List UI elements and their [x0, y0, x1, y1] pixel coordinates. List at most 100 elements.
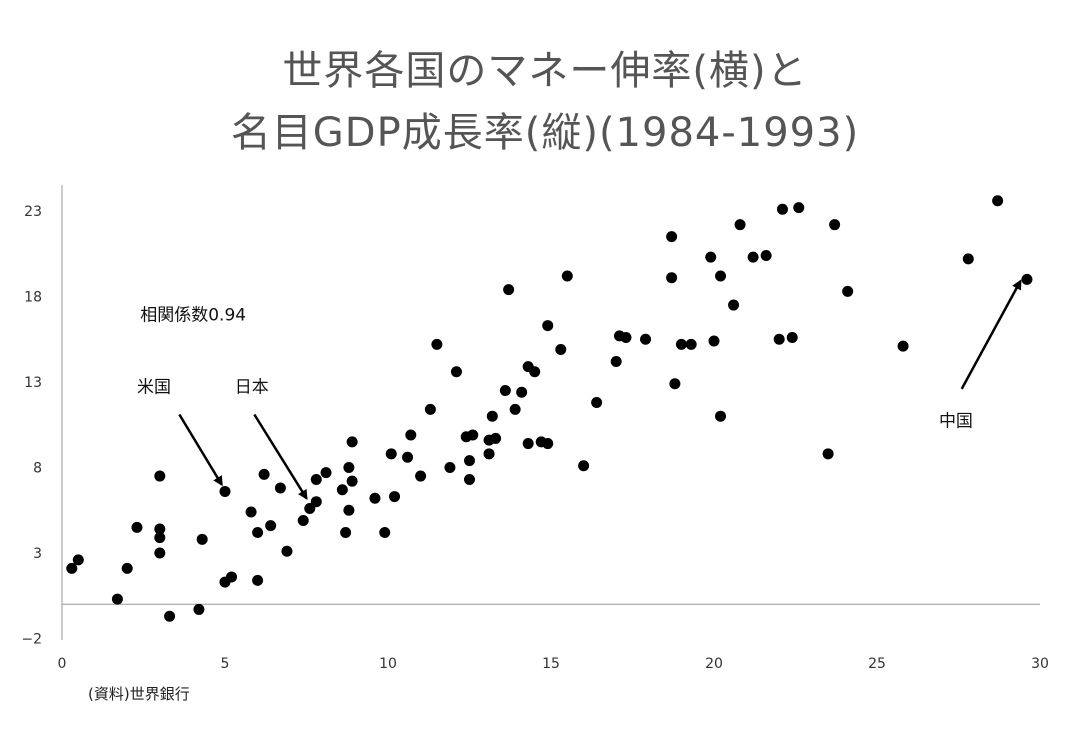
data-point — [734, 219, 746, 231]
data-point — [842, 285, 854, 297]
data-point — [486, 410, 498, 422]
correlation-label: 相関係数0.94 — [140, 305, 246, 325]
y-tick-label: 13 — [24, 375, 42, 391]
data-point — [483, 448, 495, 460]
annotation-label: 米国 — [137, 377, 171, 397]
chart-title-line-2: 名目GDP成長率(縦)(1984-1993) — [230, 110, 860, 156]
data-point — [685, 338, 697, 350]
data-point — [320, 467, 332, 479]
data-points — [66, 195, 1033, 622]
data-point — [522, 438, 534, 450]
data-point — [369, 492, 381, 504]
data-point — [72, 554, 84, 566]
x-tick-label: 25 — [868, 656, 886, 672]
data-point — [610, 355, 622, 367]
data-point — [591, 397, 603, 409]
data-point — [131, 521, 143, 533]
data-point — [405, 429, 417, 441]
data-point — [561, 270, 573, 282]
data-point — [336, 484, 348, 496]
data-point — [424, 403, 436, 415]
data-point — [747, 251, 759, 263]
data-point — [516, 386, 528, 398]
data-point — [219, 485, 231, 497]
annotation-label: 日本 — [235, 377, 269, 397]
annotation-arrow — [253, 413, 308, 500]
data-point — [402, 451, 414, 463]
data-point — [962, 253, 974, 265]
annotation-label: 中国 — [939, 411, 973, 431]
data-point — [555, 344, 567, 356]
x-tick-label: 20 — [705, 656, 723, 672]
data-point — [529, 366, 541, 378]
data-point — [793, 202, 805, 214]
data-point — [226, 571, 238, 583]
data-point — [245, 506, 257, 518]
data-point — [669, 378, 681, 390]
data-point — [829, 219, 841, 231]
data-point — [705, 251, 717, 263]
data-point — [196, 533, 208, 545]
data-point — [503, 284, 515, 296]
data-point — [464, 473, 475, 485]
data-point — [389, 491, 401, 503]
data-point — [578, 460, 590, 472]
data-point — [992, 195, 1004, 207]
data-point — [343, 462, 355, 473]
y-tick-label: 8 — [33, 461, 42, 477]
data-point — [666, 231, 678, 243]
source-note: (資料)世界銀行 — [88, 685, 190, 703]
data-point — [450, 366, 462, 378]
data-point — [265, 520, 277, 532]
data-point — [1021, 273, 1033, 285]
data-point — [897, 340, 909, 352]
data-point — [776, 203, 788, 215]
data-point — [415, 470, 427, 482]
data-point — [666, 272, 678, 284]
data-point — [728, 299, 740, 311]
data-point — [343, 504, 355, 516]
chart-title-line-1: 世界各国のマネー伸率(横)と — [282, 48, 808, 94]
data-point — [164, 610, 176, 622]
data-point — [715, 410, 727, 422]
data-point — [385, 448, 397, 460]
data-point — [773, 333, 785, 345]
x-tick-label: 5 — [221, 656, 230, 672]
x-tick-label: 0 — [58, 656, 67, 672]
data-point — [346, 475, 358, 487]
tick-labels: −2 3 8 13 18 23 0 5 10 15 20 25 30 — [21, 204, 1049, 672]
data-point — [786, 332, 798, 344]
x-tick-label: 10 — [379, 656, 397, 672]
data-point — [467, 429, 479, 441]
data-point — [464, 455, 475, 467]
data-point — [715, 270, 727, 282]
data-point — [509, 403, 521, 415]
data-point — [346, 436, 358, 448]
data-point — [760, 249, 772, 261]
data-point — [274, 482, 286, 494]
data-point — [675, 338, 687, 350]
data-point — [193, 603, 205, 615]
data-point — [154, 470, 166, 482]
data-point — [310, 496, 322, 508]
y-tick-label: 18 — [24, 290, 42, 306]
data-point — [822, 448, 834, 460]
data-point — [708, 335, 720, 347]
data-point — [490, 432, 502, 444]
data-point — [66, 562, 78, 574]
data-point — [252, 574, 264, 586]
annotation-arrow — [960, 279, 1022, 390]
data-point — [542, 320, 554, 332]
data-point — [499, 385, 511, 397]
x-tick-label: 30 — [1031, 656, 1049, 672]
data-point — [542, 438, 554, 450]
data-point — [640, 333, 652, 345]
data-point — [379, 526, 391, 538]
data-point — [444, 462, 456, 473]
data-point — [310, 473, 322, 485]
data-point — [154, 523, 166, 535]
data-point — [154, 532, 166, 544]
data-point — [297, 515, 309, 527]
